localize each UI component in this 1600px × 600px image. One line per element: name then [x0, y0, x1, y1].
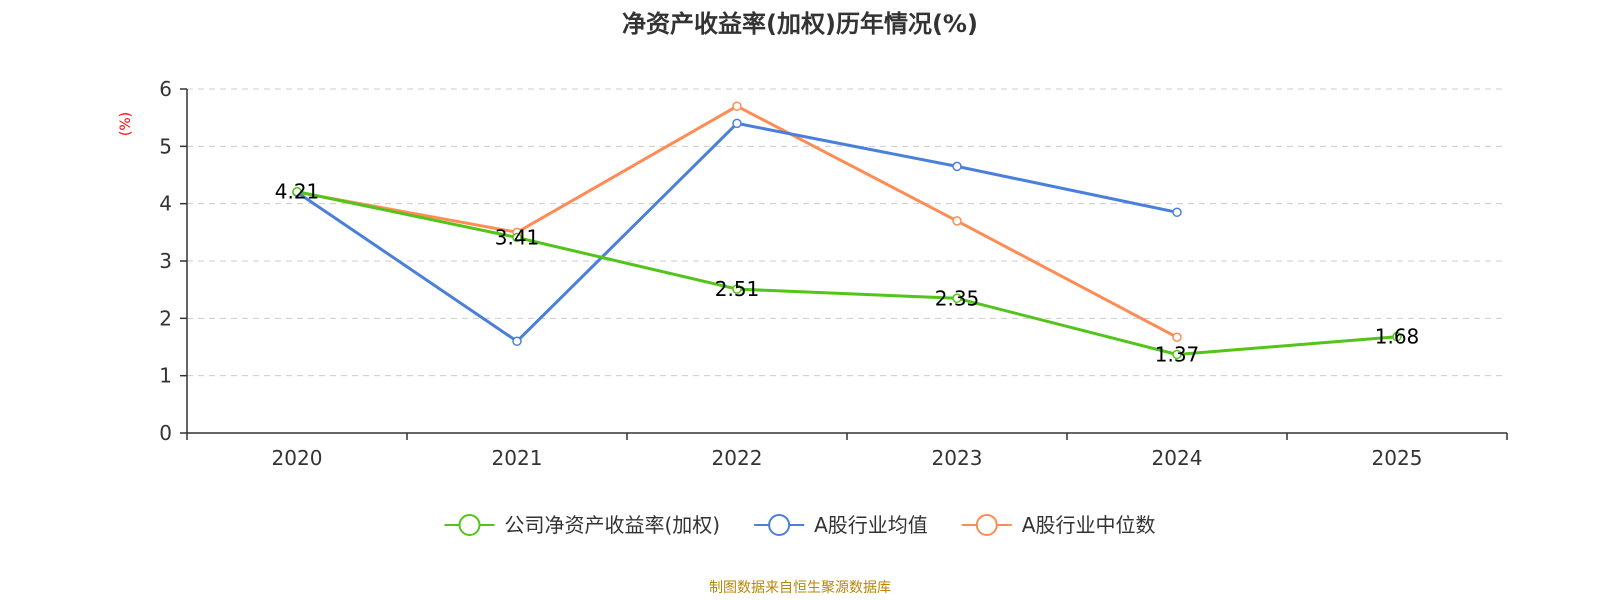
data-label: 4.21 — [275, 180, 320, 204]
data-point — [512, 232, 522, 243]
grid-lines — [187, 88, 1507, 377]
x-tick-label: 2025 — [1372, 446, 1423, 470]
x-tick-label: 2022 — [712, 446, 763, 470]
data-point — [732, 284, 742, 294]
data-label: 1.37 — [1155, 342, 1200, 366]
data-point — [1172, 349, 1182, 360]
source-note: 制图数据来自恒生聚源数据库 — [709, 580, 891, 596]
y-tick-label: 4 — [159, 192, 172, 216]
legend-label: A股行业均值 — [814, 513, 928, 537]
y-tick-label: 1 — [159, 364, 172, 388]
data-point — [952, 293, 962, 304]
chart-title: 净资产收益率(加权)历年情况(%) — [622, 10, 978, 38]
y-axis-unit: (%) — [118, 112, 134, 136]
data-label: 3.41 — [495, 225, 540, 249]
x-tick-label: 2021 — [492, 446, 543, 470]
x-tick-label: 2023 — [932, 446, 983, 470]
data-labels: 4.21 3.41 2.51 2.35 1.37 1.68 — [275, 180, 1420, 367]
data-point — [952, 161, 962, 172]
axes: 0 1 2 3 4 5 6 2020 2021 2022 2023 2024 2025 — [159, 77, 1508, 470]
series-line-2 — [296, 104, 1178, 339]
legend-marker-circle — [975, 514, 998, 536]
data-point — [732, 101, 742, 111]
data-point — [512, 336, 522, 347]
y-tick-label: 2 — [159, 306, 172, 330]
y-tick-label: 3 — [159, 249, 172, 273]
y-tick-label: 6 — [159, 77, 172, 101]
series-line-1 — [296, 121, 1178, 343]
legend-marker-circle — [458, 514, 481, 536]
series-line-0 — [296, 190, 1398, 356]
data-label: 1.68 — [1375, 325, 1420, 349]
legend-marker-circle — [768, 514, 791, 536]
data-label: 2.35 — [935, 286, 980, 310]
legend: 公司净资产收益率(加权) A股行业均值 A股行业中位数 — [444, 513, 1156, 537]
y-tick-label: 0 — [159, 421, 172, 445]
series-lines — [292, 101, 1402, 360]
data-point — [292, 186, 302, 197]
data-point — [1392, 331, 1402, 342]
data-point — [1172, 332, 1182, 343]
legend-label: 公司净资产收益率(加权) — [505, 513, 721, 537]
x-tick-label: 2020 — [272, 446, 323, 470]
data-label: 2.51 — [715, 277, 760, 301]
data-point — [1172, 207, 1182, 218]
x-tick-label: 2024 — [1152, 446, 1203, 470]
legend-label: A股行业中位数 — [1022, 513, 1156, 537]
y-tick-label: 5 — [159, 134, 172, 158]
data-point — [732, 118, 742, 129]
data-point — [952, 216, 962, 226]
